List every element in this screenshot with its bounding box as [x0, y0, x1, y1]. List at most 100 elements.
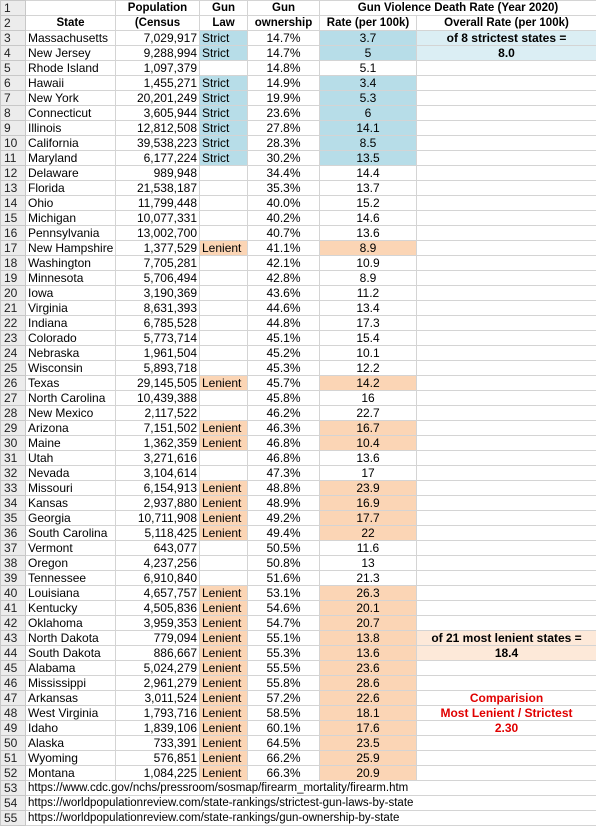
ownership-cell[interactable]: 51.6% — [247, 570, 320, 586]
comparison-title[interactable]: Comparision — [415, 690, 596, 706]
population-cell[interactable]: 1,793,716 — [115, 705, 200, 721]
row-number[interactable]: 1 — [0, 0, 26, 16]
gun-law-cell[interactable]: Lenient — [199, 675, 248, 691]
gun-law-cell[interactable]: Lenient — [199, 375, 248, 391]
overall-cell[interactable] — [415, 660, 596, 676]
row-number[interactable]: 28 — [0, 405, 26, 421]
state-cell[interactable]: Alaska — [25, 735, 116, 751]
source-url[interactable]: https://worldpopulationreview.com/state-… — [24, 810, 596, 826]
state-cell[interactable]: Idaho — [25, 720, 116, 736]
population-cell[interactable]: 5,706,494 — [115, 270, 200, 286]
state-cell[interactable]: Delaware — [25, 165, 116, 181]
row-number[interactable]: 3 — [0, 30, 26, 46]
row-number[interactable]: 26 — [0, 375, 26, 391]
state-cell[interactable]: Utah — [25, 450, 116, 466]
overall-cell[interactable] — [415, 210, 596, 226]
rate-cell[interactable]: 11.6 — [319, 540, 417, 556]
overall-cell[interactable] — [415, 390, 596, 406]
gun-law-cell[interactable] — [199, 270, 248, 286]
ownership-cell[interactable]: 44.8% — [247, 315, 320, 331]
rate-cell[interactable]: 11.2 — [319, 285, 417, 301]
rate-cell[interactable]: 13.6 — [319, 450, 417, 466]
state-cell[interactable]: Vermont — [25, 540, 116, 556]
row-number[interactable]: 8 — [0, 105, 26, 121]
rate-cell[interactable]: 17.6 — [319, 720, 417, 736]
gun-law-cell[interactable]: Strict — [199, 90, 248, 106]
lenient-summary-label[interactable]: of 21 most lenient states = — [415, 630, 596, 646]
rate-cell[interactable]: 20.7 — [319, 615, 417, 631]
population-cell[interactable]: 2,937,880 — [115, 495, 200, 511]
population-cell[interactable]: 11,799,448 — [115, 195, 200, 211]
population-cell[interactable]: 989,948 — [115, 165, 200, 181]
ownership-cell[interactable]: 28.3% — [247, 135, 320, 151]
overall-cell[interactable] — [415, 300, 596, 316]
rate-cell[interactable]: 13.6 — [319, 645, 417, 661]
strict-summary-value[interactable]: 8.0 — [415, 45, 596, 61]
ownership-cell[interactable]: 47.3% — [247, 465, 320, 481]
ownership-cell[interactable]: 46.8% — [247, 435, 320, 451]
header-census[interactable]: (Census — [115, 15, 200, 31]
rate-cell[interactable]: 13 — [319, 555, 417, 571]
population-cell[interactable]: 2,961,279 — [115, 675, 200, 691]
population-cell[interactable]: 6,910,840 — [115, 570, 200, 586]
state-cell[interactable]: South Dakota — [25, 645, 116, 661]
gun-law-cell[interactable] — [199, 405, 248, 421]
row-number[interactable]: 43 — [0, 630, 26, 646]
gun-law-cell[interactable]: Lenient — [199, 690, 248, 706]
rate-cell[interactable]: 6 — [319, 105, 417, 121]
row-number[interactable]: 34 — [0, 495, 26, 511]
overall-cell[interactable] — [415, 375, 596, 391]
state-cell[interactable]: Nebraska — [25, 345, 116, 361]
state-cell[interactable]: Colorado — [25, 330, 116, 346]
rate-cell[interactable]: 12.2 — [319, 360, 417, 376]
overall-cell[interactable] — [415, 435, 596, 451]
rate-cell[interactable]: 25.9 — [319, 750, 417, 766]
ownership-cell[interactable]: 43.6% — [247, 285, 320, 301]
rate-cell[interactable]: 20.9 — [319, 765, 417, 781]
state-cell[interactable]: Florida — [25, 180, 116, 196]
ownership-cell[interactable]: 66.3% — [247, 765, 320, 781]
ownership-cell[interactable]: 14.8% — [247, 60, 320, 76]
state-cell[interactable]: Georgia — [25, 510, 116, 526]
gun-law-cell[interactable]: Strict — [199, 135, 248, 151]
rate-cell[interactable]: 13.4 — [319, 300, 417, 316]
overall-cell[interactable] — [415, 165, 596, 181]
state-cell[interactable]: Rhode Island — [25, 60, 116, 76]
gun-law-cell[interactable] — [199, 210, 248, 226]
state-cell[interactable]: North Dakota — [25, 630, 116, 646]
rate-cell[interactable]: 23.6 — [319, 660, 417, 676]
gun-law-cell[interactable] — [199, 555, 248, 571]
rate-cell[interactable]: 13.8 — [319, 630, 417, 646]
ownership-cell[interactable]: 48.8% — [247, 480, 320, 496]
row-number[interactable]: 16 — [0, 225, 26, 241]
overall-cell[interactable] — [415, 345, 596, 361]
gun-law-cell[interactable] — [199, 330, 248, 346]
overall-cell[interactable] — [415, 600, 596, 616]
population-cell[interactable]: 8,631,393 — [115, 300, 200, 316]
gun-law-cell[interactable]: Lenient — [199, 765, 248, 781]
gun-law-cell[interactable]: Lenient — [199, 435, 248, 451]
ownership-cell[interactable]: 45.2% — [247, 345, 320, 361]
header-gun-law[interactable]: Gun — [199, 0, 248, 16]
rate-cell[interactable]: 3.7 — [319, 30, 417, 46]
state-cell[interactable]: Virginia — [25, 300, 116, 316]
population-cell[interactable]: 6,785,528 — [115, 315, 200, 331]
header-state[interactable]: State — [25, 15, 116, 31]
rate-cell[interactable]: 26.3 — [319, 585, 417, 601]
rate-cell[interactable]: 14.4 — [319, 165, 417, 181]
population-cell[interactable]: 1,362,359 — [115, 435, 200, 451]
ownership-cell[interactable]: 40.2% — [247, 210, 320, 226]
overall-cell[interactable] — [415, 570, 596, 586]
rate-cell[interactable]: 17.3 — [319, 315, 417, 331]
state-cell[interactable]: Maine — [25, 435, 116, 451]
rate-cell[interactable]: 13.7 — [319, 180, 417, 196]
population-cell[interactable]: 4,505,836 — [115, 600, 200, 616]
cell-a1[interactable] — [25, 0, 116, 16]
state-cell[interactable]: Mississippi — [25, 675, 116, 691]
row-number[interactable]: 55 — [0, 810, 26, 826]
state-cell[interactable]: Louisiana — [25, 585, 116, 601]
ownership-cell[interactable]: 49.4% — [247, 525, 320, 541]
gun-law-cell[interactable]: Lenient — [199, 735, 248, 751]
row-number[interactable]: 30 — [0, 435, 26, 451]
ownership-cell[interactable]: 60.1% — [247, 720, 320, 736]
